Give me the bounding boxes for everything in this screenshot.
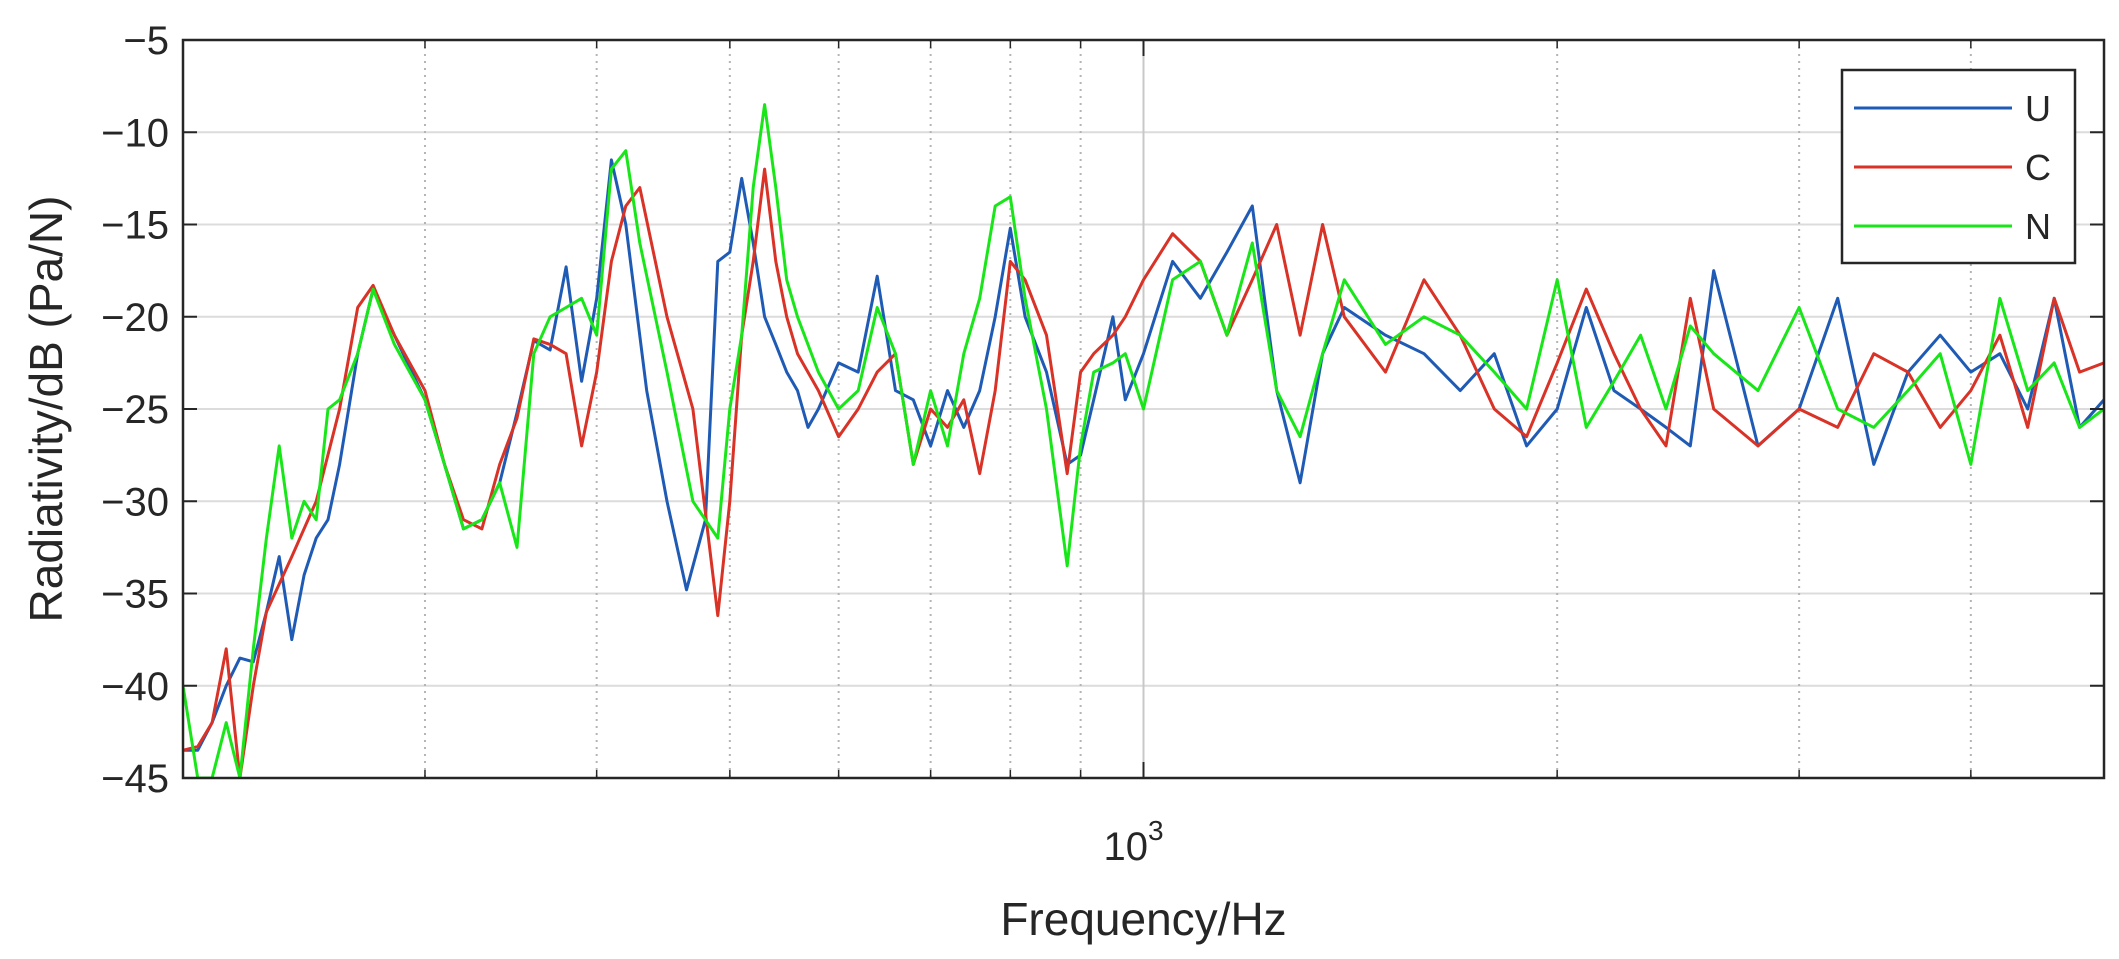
series-layer	[183, 103, 2104, 778]
x-axis-label: Frequency/Hz	[1000, 893, 1286, 945]
tick-layer: −45 −40 −35 −30 −25 −20 −15 −10 −5 103	[101, 19, 2104, 869]
series-line-u	[183, 158, 2104, 752]
y-tick-label: −35	[101, 573, 169, 617]
y-tick-label: −15	[101, 204, 169, 248]
legend-label-n: N	[2025, 206, 2051, 247]
y-tick-label: −30	[101, 480, 169, 524]
series-line-n	[183, 103, 2104, 778]
y-tick-label: −25	[101, 388, 169, 432]
legend-label-u: U	[2025, 88, 2051, 129]
y-tick-label: −5	[123, 19, 169, 63]
series-line-c	[183, 167, 2104, 778]
legend: UCN	[1840, 68, 2077, 265]
y-tick-label: −45	[101, 757, 169, 801]
y-tick-label: −20	[101, 296, 169, 340]
legend-label-c: C	[2025, 147, 2051, 188]
x-tick-label: 103	[1103, 815, 1163, 869]
y-tick-label: −40	[101, 665, 169, 709]
y-axis-label: Radiativity/dB (Pa/N)	[20, 196, 72, 623]
y-tick-label: −10	[101, 111, 169, 155]
